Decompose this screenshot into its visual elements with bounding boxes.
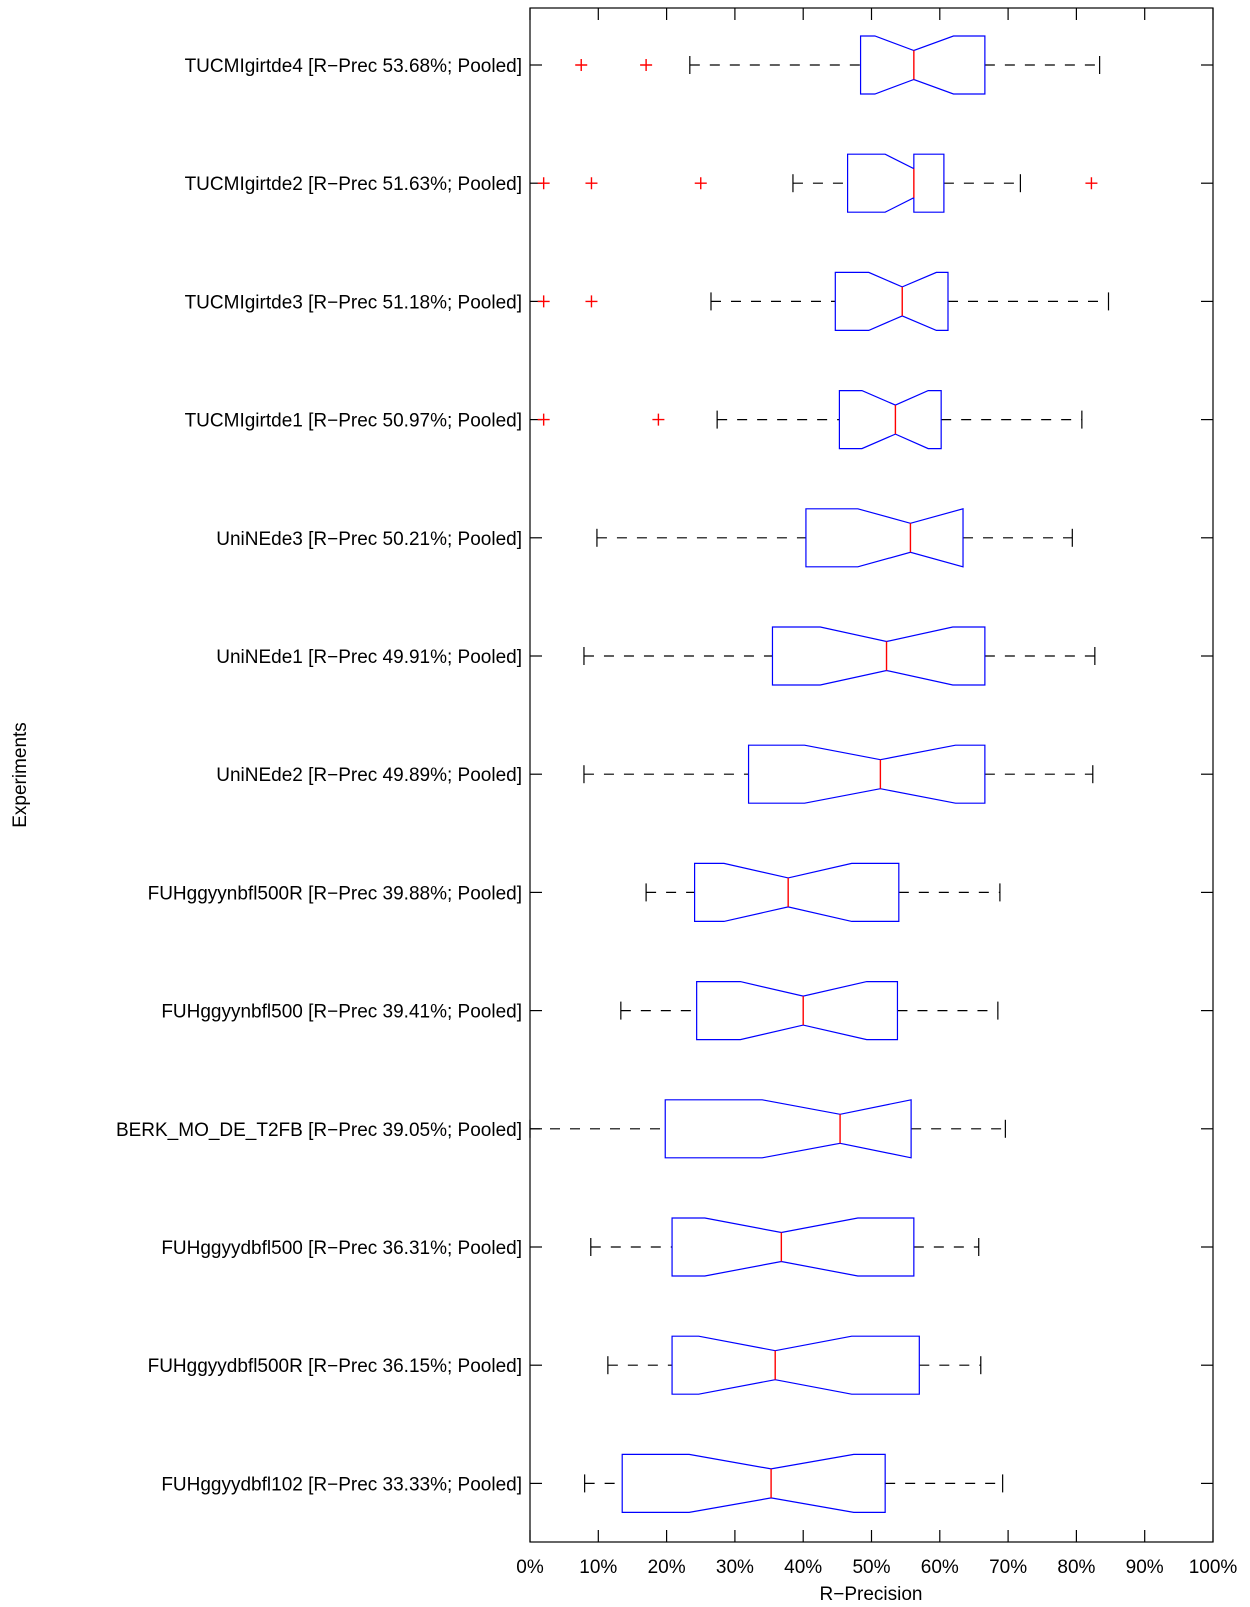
x-tick-label: 30%: [716, 1557, 754, 1578]
plot-frame: [529, 7, 1214, 1543]
x-tick-label: 80%: [1057, 1557, 1095, 1578]
category-label: TUCMIgirtde4 [R−Prec 53.68%; Pooled]: [185, 56, 522, 77]
box: [834, 271, 949, 331]
category-label: FUHggyynbfl500R [R−Prec 39.88%; Pooled]: [148, 883, 522, 904]
category-label: TUCMIgirtde3 [R−Prec 51.18%; Pooled]: [185, 292, 522, 313]
x-tick-label: 40%: [784, 1557, 822, 1578]
box: [671, 1335, 920, 1395]
category-labels: TUCMIgirtde4 [R−Prec 53.68%; Pooled] TUCM…: [116, 56, 522, 1495]
y-axis-label: Experiments: [10, 722, 31, 828]
x-tick-label: 50%: [852, 1557, 890, 1578]
axis-ticks: 0% 10% 20% 30% 40% 50% 60% 70% 80% 90% 100%: [516, 8, 1237, 1578]
outlier-point: [537, 295, 550, 308]
box: [859, 35, 986, 95]
outlier-point: [694, 177, 707, 190]
category-label: TUCMIgirtde1 [R−Prec 50.97%; Pooled]: [185, 411, 522, 432]
box: [694, 862, 900, 923]
x-tick-label: 20%: [648, 1557, 686, 1578]
category-label: FUHggyynbfl500 [R−Prec 39.41%; Pooled]: [161, 1002, 522, 1023]
x-tick-label: 70%: [989, 1557, 1027, 1578]
category-label: UniNEde1 [R−Prec 49.91%; Pooled]: [216, 647, 522, 668]
category-label: UniNEde2 [R−Prec 49.89%; Pooled]: [216, 765, 522, 786]
outlier-point: [585, 295, 598, 308]
outlier-point: [575, 59, 588, 71]
box: [838, 390, 942, 450]
category-label: TUCMIgirtde2 [R−Prec 51.63%; Pooled]: [185, 174, 522, 195]
category-label: FUHggyydbfl500 [R−Prec 36.31%; Pooled]: [161, 1238, 522, 1259]
category-label: UniNEde3 [R−Prec 50.21%; Pooled]: [216, 529, 522, 550]
x-tick-label: 90%: [1126, 1557, 1164, 1578]
x-tick-label: 100%: [1189, 1557, 1238, 1578]
x-tick-label: 60%: [921, 1557, 959, 1578]
category-label: BERK_MO_DE_T2FB [R−Prec 39.05%; Pooled]: [116, 1120, 522, 1141]
box: [664, 1099, 912, 1159]
outlier-point: [640, 59, 653, 71]
x-tick-label: 10%: [579, 1557, 617, 1578]
category-label: FUHggyydbfl500R [R−Prec 36.15%; Pooled]: [148, 1356, 522, 1377]
outlier-point: [1085, 177, 1098, 190]
box: [671, 1217, 915, 1277]
outlier-point: [652, 413, 665, 426]
outlier-point: [537, 413, 550, 426]
x-axis-label: R−Precision: [820, 1584, 923, 1605]
x-tick-label: 0%: [516, 1557, 544, 1578]
box: [771, 626, 986, 686]
box: [747, 744, 986, 804]
outlier-point: [537, 177, 550, 190]
box: [805, 508, 964, 568]
category-label: FUHggyydbfl102 [R−Prec 33.33%; Pooled]: [161, 1474, 522, 1495]
outlier-point: [585, 177, 598, 190]
box: [846, 153, 945, 213]
box: [621, 1453, 886, 1514]
box-marks: [529, 35, 1110, 1514]
box: [696, 980, 899, 1041]
